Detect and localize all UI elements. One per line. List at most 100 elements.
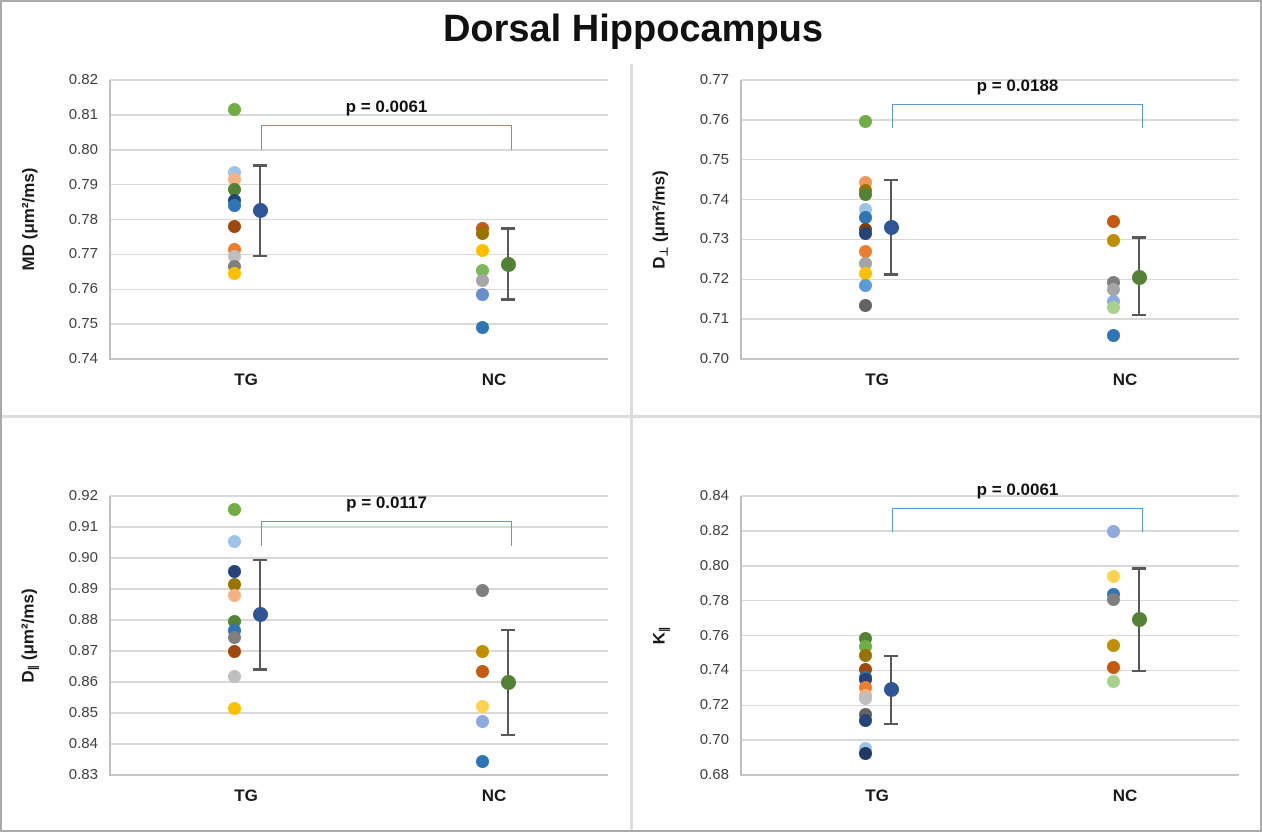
y-gridline — [741, 238, 1239, 241]
data-point — [227, 669, 241, 683]
mean-marker — [500, 674, 516, 690]
y-gridline — [741, 79, 1239, 81]
data-point — [858, 691, 872, 705]
data-point — [1106, 525, 1120, 539]
y-gridline — [741, 198, 1239, 201]
y-axis-label-subscript: ⊥ — [658, 246, 671, 256]
panel-d-perp: 0.77 0.76 0.75 0.74 0.73 0.72 0.71 0.70 D⊥ (μm²/… — [633, 2, 1260, 418]
y-gridline — [110, 114, 608, 116]
y-gridline — [110, 650, 608, 652]
y-gridline — [741, 119, 1239, 121]
data-point — [1106, 675, 1120, 689]
data-point — [1106, 661, 1120, 675]
data-point — [475, 321, 489, 335]
significance-bracket — [892, 508, 1143, 532]
y-gridline — [110, 712, 608, 714]
error-bar-cap-bottom — [884, 722, 898, 726]
y-tick-label: 0.76 — [68, 280, 98, 298]
y-tick-label: 0.72 — [699, 270, 729, 288]
data-point — [227, 589, 241, 603]
data-point — [475, 754, 489, 768]
y-tick-label: 0.72 — [699, 696, 729, 714]
y-tick-label: 0.82 — [699, 521, 729, 539]
data-point — [475, 645, 489, 659]
data-point — [858, 266, 872, 280]
y-gridline — [741, 318, 1239, 320]
y-axis-label-base: MD — [19, 243, 38, 270]
y-tick-label: 0.77 — [699, 71, 729, 88]
data-point — [475, 715, 489, 729]
y-tick-label: 0.75 — [699, 150, 729, 168]
y-tick-label: 0.74 — [68, 350, 98, 367]
error-bar-cap-bottom — [1132, 669, 1146, 673]
data-point — [227, 645, 241, 659]
data-point — [1106, 300, 1120, 314]
y-tick-label: 0.73 — [699, 230, 729, 248]
data-point — [227, 219, 241, 233]
y-gridline — [110, 681, 608, 683]
y-gridline — [110, 79, 608, 81]
error-bar-cap-bottom — [501, 733, 515, 737]
y-gridline — [741, 278, 1239, 281]
data-point — [227, 503, 241, 517]
y-tick-label: 0.88 — [68, 611, 98, 628]
y-tick-label: 0.90 — [68, 549, 98, 566]
p-value-label: p = 0.0188 — [976, 75, 1059, 95]
y-gridline — [110, 183, 608, 186]
error-bar-cap-bottom — [501, 298, 515, 301]
y-gridline — [110, 218, 608, 221]
data-point — [858, 244, 872, 258]
data-point — [858, 226, 872, 240]
y-tick-label: 0.82 — [68, 71, 98, 88]
y-axis-label-subscript: ∥ — [27, 664, 40, 670]
error-bar-cap-top — [253, 164, 267, 167]
group-label-tg: TG — [234, 786, 258, 805]
y-gridline — [741, 495, 1239, 497]
y-tick-label: 0.81 — [68, 105, 98, 123]
group-label-tg: TG — [234, 370, 258, 389]
error-bar-cap-top — [1132, 567, 1146, 570]
data-point — [1106, 569, 1120, 583]
y-axis-line — [109, 496, 111, 776]
data-point — [227, 103, 241, 117]
data-point — [475, 287, 489, 301]
y-gridline — [741, 669, 1239, 672]
significance-bracket — [261, 520, 512, 546]
y-axis-label: K∥ — [650, 485, 671, 785]
y-axis-label-base: D — [649, 255, 669, 269]
y-axis-label: D⊥ (μm²/ms) — [650, 69, 671, 369]
data-point — [475, 226, 489, 240]
data-point — [475, 664, 489, 678]
data-point — [475, 274, 489, 288]
error-bar-cap-top — [884, 654, 898, 658]
y-gridline — [741, 358, 1239, 360]
data-point — [227, 249, 241, 263]
y-axis-label-subscript: ∥ — [658, 626, 671, 632]
data-point — [227, 199, 241, 213]
data-point — [1106, 214, 1120, 228]
y-gridline — [741, 158, 1239, 161]
y-tick-label: 0.89 — [68, 580, 98, 597]
mean-marker — [1131, 612, 1147, 628]
data-point — [227, 565, 241, 579]
y-gridline — [110, 619, 608, 621]
y-axis-line — [740, 496, 742, 776]
data-point — [858, 256, 872, 270]
error-bar-cap-top — [501, 628, 515, 632]
group-label-nc: NC — [1112, 370, 1138, 389]
y-tick-label: 0.91 — [68, 518, 98, 535]
data-point — [1106, 233, 1120, 247]
y-gridline — [741, 530, 1239, 532]
data-point — [227, 631, 241, 645]
y-tick-label: 0.83 — [68, 766, 98, 783]
y-axis-label-unit: (μm²/ms) — [649, 169, 669, 247]
y-axis-line — [109, 80, 111, 360]
figure-title: Dorsal Hippocampus — [442, 8, 824, 50]
y-gridline — [110, 495, 608, 497]
significance-bracket — [261, 125, 512, 150]
y-tick-label: 0.80 — [699, 556, 729, 574]
group-label-nc: NC — [481, 786, 507, 805]
error-bar-cap-top — [1132, 236, 1146, 239]
y-tick-label: 0.74 — [699, 190, 729, 208]
